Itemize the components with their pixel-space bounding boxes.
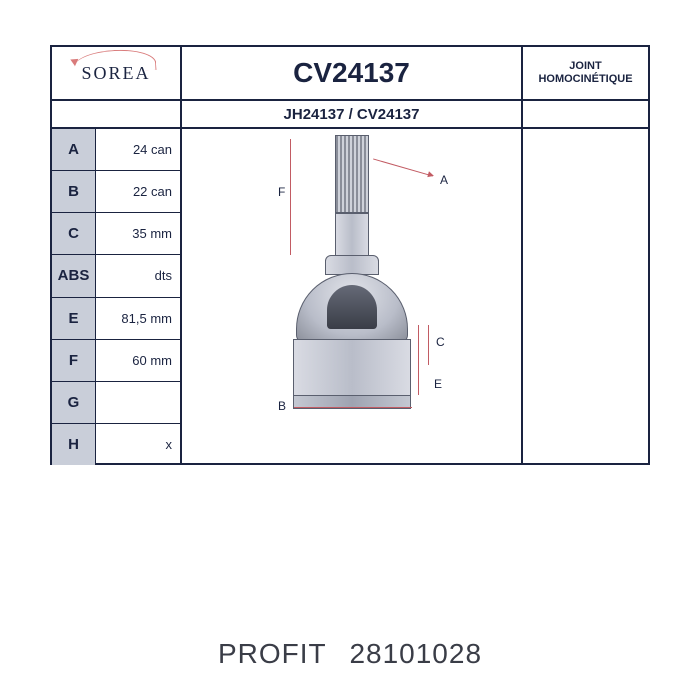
part-title: CV24137 (182, 47, 523, 99)
spec-row: F 60 mm (52, 340, 182, 382)
category-line2: HOMOCINÉTIQUE (538, 73, 632, 86)
dim-e-label: E (434, 377, 442, 391)
spec-key: E (52, 298, 96, 339)
dim-a-label: A (440, 173, 448, 187)
subheader-row: JH24137 / CV24137 (52, 101, 648, 129)
spec-row: H x (52, 424, 182, 465)
spec-table: A 24 can B 22 can C 35 mm ABS dts E 81,5… (52, 129, 182, 465)
cv-bell-cut (327, 285, 377, 329)
spec-value: 24 can (96, 129, 182, 170)
dim-f-label: F (278, 185, 285, 199)
cv-shaft (335, 213, 369, 257)
spec-row: C 35 mm (52, 213, 182, 255)
cv-cup (293, 339, 411, 397)
dim-c-line (428, 325, 429, 365)
cv-spline (335, 135, 369, 213)
spec-card: SOREA CV24137 JOINT HOMOCINÉTIQUE JH2413… (50, 45, 650, 465)
spec-value: 35 mm (96, 213, 182, 254)
dim-e-line (418, 325, 419, 395)
spec-row: G (52, 382, 182, 424)
footer-pn: 28101028 (349, 638, 482, 669)
spec-row: ABS dts (52, 255, 182, 297)
spec-key: C (52, 213, 96, 254)
subheader-spacer (52, 101, 182, 127)
diagram: F A C E B (182, 129, 523, 465)
header-row: SOREA CV24137 JOINT HOMOCINÉTIQUE (52, 47, 648, 101)
spec-value: 22 can (96, 171, 182, 212)
spec-value: 60 mm (96, 340, 182, 381)
category-label: JOINT HOMOCINÉTIQUE (523, 47, 648, 99)
spec-row: E 81,5 mm (52, 298, 182, 340)
subheader-right (523, 101, 648, 127)
brand-logo: SOREA (52, 47, 182, 99)
spec-key: G (52, 382, 96, 423)
part-subtitle: JH24137 / CV24137 (182, 101, 523, 127)
right-blank (523, 129, 648, 465)
footer-partnumber: PROFIT 28101028 (0, 638, 700, 670)
dim-b-label: B (278, 399, 286, 413)
spec-row: A 24 can (52, 129, 182, 171)
spec-key: F (52, 340, 96, 381)
dim-c-label: C (436, 335, 445, 349)
dim-b-line (294, 407, 412, 408)
logo-arc-icon (73, 48, 156, 74)
dim-f-line (290, 139, 291, 255)
spec-value (96, 382, 182, 423)
spec-key: A (52, 129, 96, 170)
footer-brand: PROFIT (218, 638, 327, 669)
spec-row: B 22 can (52, 171, 182, 213)
category-line1: JOINT (569, 60, 601, 73)
spec-key: ABS (52, 255, 96, 296)
spec-value: dts (96, 255, 182, 296)
body-row: A 24 can B 22 can C 35 mm ABS dts E 81,5… (52, 129, 648, 465)
spec-key: H (52, 424, 96, 465)
cv-neck (325, 255, 379, 275)
cv-joint-drawing (282, 135, 422, 435)
spec-value: 81,5 mm (96, 298, 182, 339)
spec-key: B (52, 171, 96, 212)
spec-value: x (96, 424, 182, 465)
